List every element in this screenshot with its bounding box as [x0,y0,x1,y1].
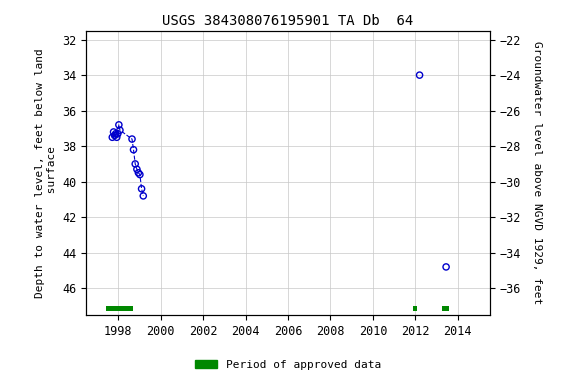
Point [109,129,118,135]
Point [114,122,123,128]
Point [112,134,122,141]
Point [129,147,138,153]
Point [137,186,146,192]
Point [441,264,450,270]
Legend: Period of approved data: Period of approved data [191,356,385,375]
Point [110,132,119,139]
Point [113,131,123,137]
Point [108,134,117,141]
Point [415,72,424,78]
Point [134,170,143,176]
Point [139,193,148,199]
Title: USGS 384308076195901 TA Db  64: USGS 384308076195901 TA Db 64 [162,14,414,28]
Bar [413,306,417,311]
Bar [442,306,449,311]
Y-axis label: Depth to water level, feet below land
 surface: Depth to water level, feet below land su… [35,48,57,298]
Point [115,127,124,133]
Point [135,172,145,178]
Point [127,136,137,142]
Y-axis label: Groundwater level above NGVD 1929, feet: Groundwater level above NGVD 1929, feet [532,41,542,305]
Point [111,131,120,137]
Point [132,166,142,172]
Bar [106,306,133,311]
Point [131,161,140,167]
